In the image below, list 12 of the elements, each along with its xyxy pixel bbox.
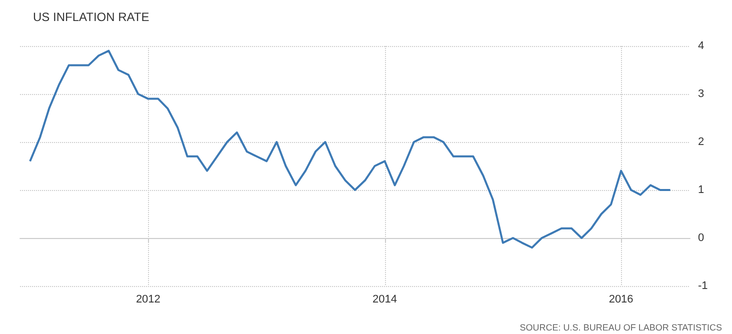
x-tick-label: 2012 <box>136 294 160 306</box>
y-tick-label: -1 <box>698 280 708 292</box>
y-tick-label: 2 <box>698 136 704 148</box>
y-tick-label: 1 <box>698 184 704 196</box>
chart-title: US INFLATION RATE <box>33 10 150 24</box>
y-tick-label: 0 <box>698 232 704 244</box>
y-tick-label: 3 <box>698 88 704 100</box>
line-series <box>29 50 672 249</box>
x-tick-label: 2014 <box>372 294 398 306</box>
y-tick-label: 4 <box>698 40 704 52</box>
source-note: SOURCE: U.S. BUREAU OF LABOR STATISTICS <box>520 322 722 332</box>
x-tick-label: 2016 <box>608 294 634 306</box>
